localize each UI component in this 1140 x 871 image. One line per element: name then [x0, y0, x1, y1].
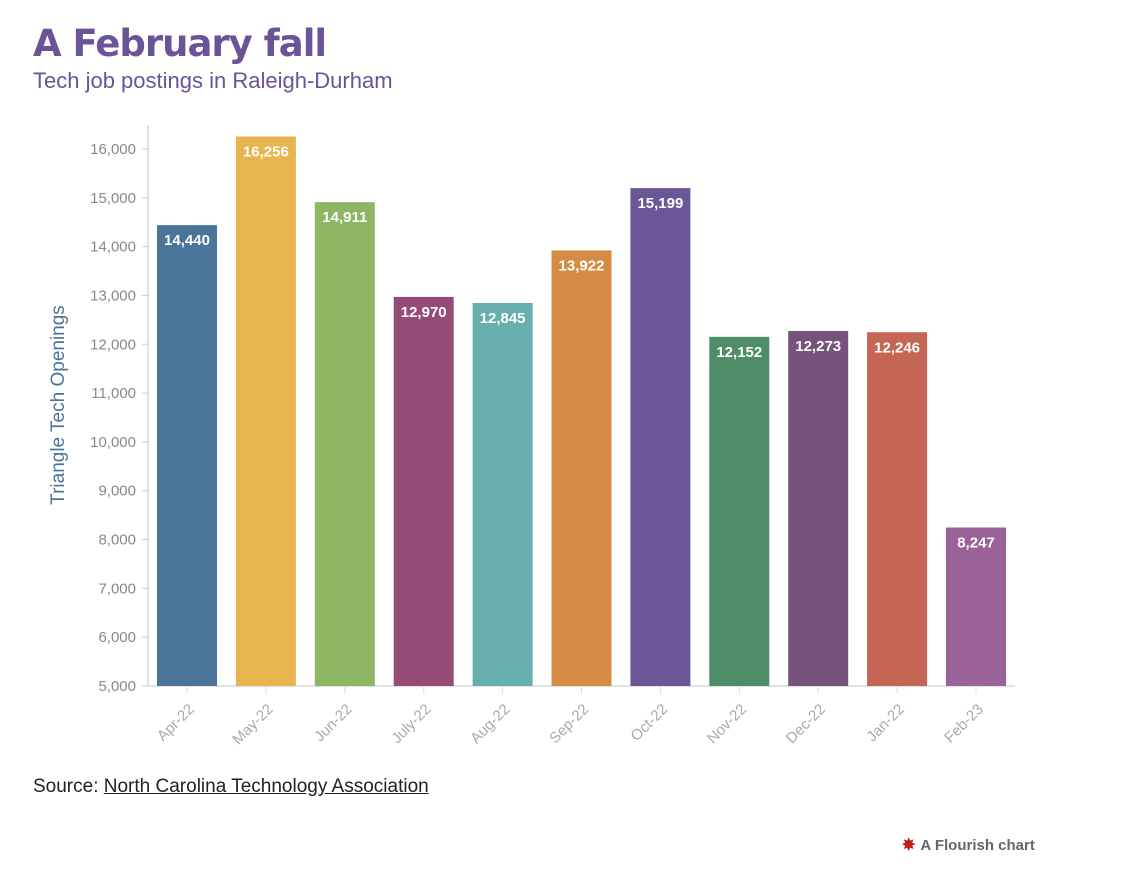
x-tick-label: Feb-23: [941, 701, 987, 747]
y-tick-label: 14,000: [90, 239, 136, 256]
bar-may-22: [235, 136, 296, 687]
x-tick-label: Oct-22: [627, 701, 671, 745]
y-tick-label: 13,000: [90, 287, 136, 304]
y-tick-label: 10,000: [90, 434, 136, 451]
bar-value-label: 12,970: [401, 304, 447, 321]
source-note: Source: North Carolina Technology Associ…: [33, 776, 429, 798]
bar-value-label: 14,911: [322, 209, 367, 226]
bar-value-label: 14,440: [164, 232, 210, 249]
bar-nov-22: [709, 336, 770, 686]
bar-jan-22: [867, 332, 928, 686]
bar-oct-22: [630, 188, 691, 686]
x-tick-label: Dec-22: [783, 701, 829, 747]
chart-subtitle: Tech job postings in Raleigh-Durham: [33, 68, 393, 93]
x-tick-label: Jan-22: [863, 701, 907, 745]
y-tick-label: 9,000: [98, 483, 136, 500]
source-link[interactable]: North Carolina Technology Association: [103, 776, 429, 797]
bar-value-label: 15,199: [637, 195, 683, 212]
bar-july-22: [393, 296, 454, 686]
x-tick-label: Apr-22: [154, 701, 198, 745]
flourish-logo-icon: ✸: [902, 837, 916, 854]
bar-apr-22: [157, 225, 217, 686]
bar-value-label: 12,845: [480, 310, 526, 327]
y-axis-title: Triangle Tech Openings: [48, 305, 69, 505]
chart-title: A February fall: [33, 22, 327, 65]
bar-value-label: 12,246: [874, 339, 920, 356]
bar-sep-22: [551, 250, 612, 686]
x-tick-label: Aug-22: [467, 701, 513, 747]
flourish-credit-text: A Flourish chart: [920, 836, 1035, 854]
bar-value-label: 12,152: [716, 344, 762, 361]
x-tick-label: Nov-22: [704, 701, 750, 747]
y-tick-label: 7,000: [98, 580, 136, 597]
bar-aug-22: [472, 303, 533, 686]
bar-jun-22: [314, 202, 375, 687]
bar-value-label: 13,922: [559, 257, 605, 274]
bar-feb-23: [946, 527, 1006, 686]
y-tick-label: 12,000: [90, 336, 136, 353]
bar-value-label: 8,247: [957, 534, 995, 551]
flourish-credit[interactable]: ✸ A Flourish chart: [902, 835, 1035, 855]
bar-value-label: 16,256: [243, 143, 289, 160]
y-tick-label: 8,000: [98, 532, 136, 549]
x-tick-label: Jun-22: [311, 701, 355, 745]
bar-value-label: 12,273: [795, 338, 841, 355]
y-tick-label: 16,000: [90, 141, 136, 158]
x-tick-label: Sep-22: [546, 701, 592, 747]
y-tick-label: 11,000: [91, 385, 136, 402]
bar-dec-22: [788, 330, 849, 686]
source-prefix: Source:: [33, 776, 104, 797]
x-tick-label: May-22: [229, 701, 276, 748]
y-tick-label: 5,000: [98, 678, 136, 695]
y-tick-label: 6,000: [98, 629, 136, 646]
x-tick-label: July-22: [388, 701, 434, 747]
y-tick-label: 15,000: [90, 190, 136, 207]
